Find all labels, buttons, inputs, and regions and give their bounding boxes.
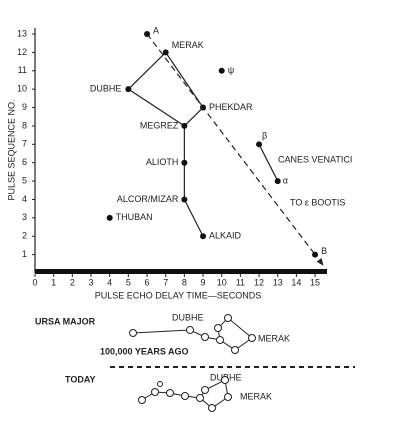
x-tick-label: 13 [273,277,283,287]
point-label: ALKAID [209,231,242,241]
x-axis-title: PULSE ECHO DELAY TIME—SECONDS [95,290,262,300]
connector [146,33,316,255]
star-point [312,251,319,258]
connector [165,52,204,108]
era-label: TODAY [65,374,96,384]
x-tick-label: 11 [236,277,245,287]
constellation-past [129,314,256,354]
x-tick-label: 12 [254,277,264,287]
y-tick-label: 11 [18,65,27,75]
y-tick-label: 10 [17,84,27,94]
annotation: TO ε BOOTIS [290,197,345,207]
star-point [181,159,188,166]
y-tick-label: 7 [22,139,27,149]
point-label: THUBAN [116,212,153,222]
y-tick-label: 12 [17,47,27,57]
star-label: DUBHE [172,312,204,322]
star-point [274,178,281,185]
arrowhead [316,258,324,266]
point-label: PHEKDAR [209,102,253,112]
constellation-today [138,376,232,412]
star-point [162,49,169,56]
star-label: MERAK [240,391,272,401]
y-tick-label: 1 [22,249,27,259]
point-label: MEGREZ [140,120,179,130]
star-point [181,196,188,203]
x-tick-label: 7 [163,277,168,287]
star-point [200,233,207,240]
annotation: CANES VENATICI [278,154,352,164]
x-tick-label: 10 [217,277,227,287]
y-tick-label: 5 [22,175,27,185]
star-point [256,141,263,148]
star-point [125,86,132,93]
point-label: β [262,131,267,141]
y-tick-label: 8 [22,120,27,130]
point-label: DUBHE [90,84,122,94]
x-tick-label: 0 [32,277,37,287]
point-label: B [321,246,327,256]
point-label: ALCOR/MIZAR [117,194,179,204]
y-tick-label: 13 [17,28,27,38]
y-tick-label: 6 [22,157,27,167]
connector [183,199,204,237]
y-tick-label: 3 [22,212,27,222]
x-tick-label: 4 [107,277,112,287]
point-label: A [153,25,159,35]
point-label: α [283,175,288,185]
x-tick-label: 5 [126,277,131,287]
x-tick-label: 15 [310,277,320,287]
point-label: ψ [228,65,234,75]
star-point [106,214,113,221]
x-tick-label: 6 [145,277,150,287]
y-axis-title: PULSE SEQUENCE NO. [6,99,16,200]
connector [258,144,279,182]
connector [128,88,185,127]
point-label: ALIOTH [146,157,179,167]
star-point [200,104,207,111]
x-tick-label: 2 [70,277,75,287]
y-tick-label: 2 [22,231,27,241]
star-point [181,122,188,129]
x-tick-label: 1 [51,277,56,287]
panel-title: URSA MAJOR [35,316,96,326]
star-label: MERAK [258,333,290,343]
x-tick-label: 9 [201,277,206,287]
y-tick-label: 9 [22,102,27,112]
era-label: 100,000 YEARS AGO [100,346,189,356]
connector [183,107,204,127]
x-axis [35,269,327,274]
star-point [144,31,151,38]
y-tick-label: 4 [22,194,27,204]
star-point [218,67,225,74]
x-tick-label: 8 [182,277,187,287]
connector [127,51,167,90]
x-tick-label: 14 [291,277,301,287]
point-label: MERAK [172,40,204,50]
x-tick-label: 3 [89,277,94,287]
